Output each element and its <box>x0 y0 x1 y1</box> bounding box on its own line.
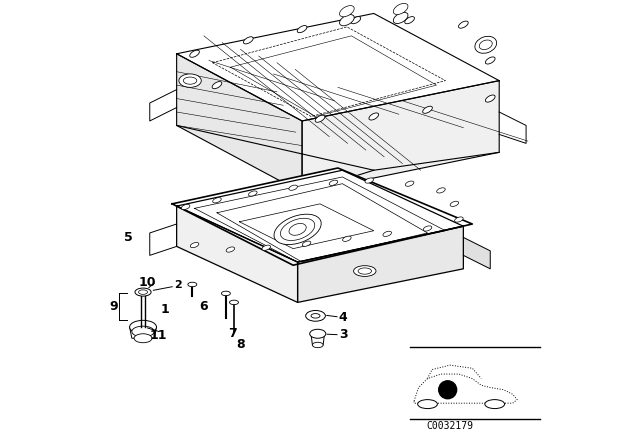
Ellipse shape <box>188 282 197 287</box>
Text: 9: 9 <box>109 300 118 314</box>
Polygon shape <box>302 81 499 193</box>
Ellipse shape <box>354 266 376 276</box>
Ellipse shape <box>340 6 354 17</box>
Ellipse shape <box>226 247 235 252</box>
Ellipse shape <box>311 314 320 318</box>
Ellipse shape <box>179 74 201 87</box>
Text: 11: 11 <box>149 328 166 342</box>
Ellipse shape <box>248 191 257 196</box>
Ellipse shape <box>130 320 157 334</box>
Ellipse shape <box>394 13 408 23</box>
Ellipse shape <box>369 113 379 120</box>
Text: 5: 5 <box>124 231 132 244</box>
Polygon shape <box>130 327 157 338</box>
Polygon shape <box>172 168 472 265</box>
Ellipse shape <box>404 17 415 24</box>
Ellipse shape <box>297 26 307 33</box>
Circle shape <box>439 381 457 399</box>
Ellipse shape <box>340 15 354 26</box>
Ellipse shape <box>221 291 230 296</box>
Ellipse shape <box>436 188 445 193</box>
Text: C0032179: C0032179 <box>426 421 474 431</box>
Polygon shape <box>177 13 499 121</box>
Ellipse shape <box>262 245 271 250</box>
Ellipse shape <box>230 300 239 305</box>
Polygon shape <box>177 170 463 262</box>
Text: 8: 8 <box>236 338 244 352</box>
Text: 2: 2 <box>174 280 182 290</box>
Ellipse shape <box>405 181 414 186</box>
Ellipse shape <box>302 241 311 246</box>
Ellipse shape <box>280 218 315 241</box>
Ellipse shape <box>132 326 154 337</box>
Ellipse shape <box>342 236 351 241</box>
Ellipse shape <box>289 224 306 235</box>
Polygon shape <box>298 226 463 302</box>
Text: 3: 3 <box>339 328 348 341</box>
Text: 4: 4 <box>339 310 348 324</box>
Ellipse shape <box>306 310 325 321</box>
Ellipse shape <box>358 268 372 274</box>
Polygon shape <box>311 334 324 345</box>
Ellipse shape <box>475 36 497 53</box>
Ellipse shape <box>312 342 323 348</box>
Ellipse shape <box>274 214 321 245</box>
Ellipse shape <box>139 290 148 294</box>
Ellipse shape <box>181 204 190 210</box>
Ellipse shape <box>365 178 374 183</box>
Ellipse shape <box>418 400 437 409</box>
Ellipse shape <box>189 50 200 57</box>
Ellipse shape <box>422 106 433 113</box>
Ellipse shape <box>184 77 197 84</box>
Ellipse shape <box>351 17 361 24</box>
Polygon shape <box>463 237 490 269</box>
Ellipse shape <box>190 242 199 248</box>
Text: 10: 10 <box>139 276 156 289</box>
Polygon shape <box>177 206 298 302</box>
Ellipse shape <box>423 226 432 231</box>
Ellipse shape <box>315 115 325 122</box>
Ellipse shape <box>454 217 463 222</box>
Ellipse shape <box>458 21 468 28</box>
Ellipse shape <box>479 40 492 50</box>
Ellipse shape <box>485 57 495 64</box>
Ellipse shape <box>450 201 459 207</box>
Ellipse shape <box>212 198 221 203</box>
Ellipse shape <box>485 95 495 102</box>
Polygon shape <box>177 54 302 193</box>
Ellipse shape <box>310 329 326 338</box>
Ellipse shape <box>134 334 152 343</box>
Text: 1: 1 <box>160 302 169 316</box>
Ellipse shape <box>485 400 504 409</box>
Ellipse shape <box>289 185 298 190</box>
Ellipse shape <box>394 4 408 14</box>
Ellipse shape <box>212 82 222 89</box>
Text: 7: 7 <box>228 327 237 340</box>
Ellipse shape <box>383 231 392 237</box>
Ellipse shape <box>243 37 253 44</box>
Text: 6: 6 <box>199 300 208 314</box>
Ellipse shape <box>135 288 151 296</box>
Ellipse shape <box>329 180 338 185</box>
